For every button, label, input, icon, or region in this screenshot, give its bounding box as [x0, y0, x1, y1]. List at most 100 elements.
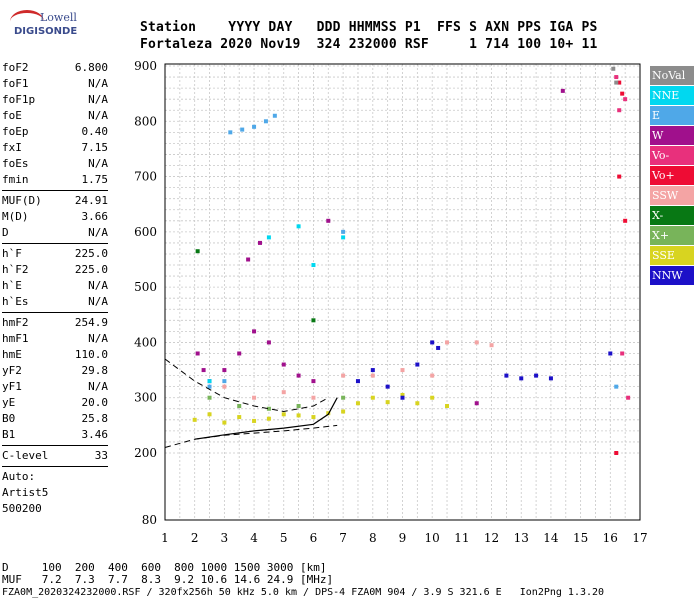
data-point — [534, 373, 539, 378]
y-tick-label: 700 — [134, 170, 157, 184]
param-separator — [2, 445, 108, 446]
param-separator — [2, 190, 108, 191]
upper-trace-line — [164, 358, 329, 413]
param-value: N/A — [88, 93, 108, 106]
data-point — [341, 395, 346, 400]
auto-scaling-line: 500200 — [2, 502, 42, 515]
x-tick-label: 16 — [603, 531, 618, 545]
legend-item: SSE — [650, 246, 694, 266]
param-value: 20.0 — [81, 396, 109, 409]
data-point — [504, 373, 509, 378]
data-point — [489, 343, 494, 348]
header-line-1: Station YYYY DAY DDD HHMMSS P1 FFS S AXN… — [140, 20, 598, 35]
param-value: 254.9 — [74, 316, 108, 329]
param-name: h`Es — [2, 295, 29, 308]
lowell-digisonde-logo: Lowell DIGISONDE — [8, 8, 78, 48]
data-point — [608, 351, 613, 356]
data-point — [341, 229, 346, 234]
param-name: hmE — [2, 348, 22, 361]
param-row: foF1 N/A — [2, 76, 108, 92]
param-name: h`F — [2, 247, 22, 260]
data-point — [192, 417, 197, 422]
param-row: fxI 7.15 — [2, 140, 108, 156]
param-value: 33 — [94, 449, 108, 462]
legend-item: Vo- — [650, 146, 694, 166]
y-tick-label: 300 — [134, 391, 157, 405]
param-name: B0 — [2, 412, 16, 425]
legend-item: NNE — [650, 86, 694, 106]
param-row: fmin 1.75 — [2, 172, 108, 188]
param-row: yF1 N/A — [2, 379, 108, 395]
param-value: 7.15 — [81, 141, 109, 154]
param-value: 6.800 — [74, 61, 108, 74]
data-point — [195, 249, 200, 254]
param-name: foEp — [2, 125, 29, 138]
data-point — [341, 235, 346, 240]
param-value: N/A — [88, 77, 108, 90]
data-point — [341, 373, 346, 378]
param-value: 29.8 — [81, 364, 109, 377]
x-tick-label: 7 — [339, 531, 347, 545]
param-name: foEs — [2, 157, 29, 170]
param-value: 110.0 — [74, 348, 108, 361]
param-row: MUF(D) 24.91 — [2, 193, 108, 209]
param-value: 1.75 — [81, 173, 109, 186]
param-name: h`F2 — [2, 263, 29, 276]
param-row: foE N/A — [2, 108, 108, 124]
muf-line: MUF 7.2 7.3 7.7 8.3 9.2 10.6 14.6 24.9 [… — [2, 573, 334, 586]
data-point — [237, 404, 242, 409]
y-tick-label: 500 — [134, 280, 157, 294]
data-point — [474, 340, 479, 345]
data-point — [272, 113, 277, 118]
data-point — [228, 130, 233, 135]
data-point — [281, 362, 286, 367]
data-point — [436, 345, 441, 350]
data-point — [430, 340, 435, 345]
param-row: D N/A — [2, 225, 108, 241]
x-tick-label: 15 — [573, 531, 588, 545]
chart-grid — [164, 64, 641, 520]
legend-item: X- — [650, 206, 694, 226]
chart-points — [192, 66, 631, 455]
data-point — [252, 329, 257, 334]
data-point — [617, 80, 622, 85]
data-point — [519, 376, 524, 381]
data-point — [617, 174, 622, 179]
data-point — [311, 263, 316, 268]
data-point — [246, 257, 251, 262]
lower-trace-line — [164, 424, 338, 448]
data-point — [237, 415, 242, 420]
x-tick-label: 8 — [369, 531, 377, 545]
param-row: yF2 29.8 — [2, 363, 108, 379]
param-row: M(D) 3.66 — [2, 209, 108, 225]
y-tick-label: 200 — [134, 446, 157, 460]
param-value: 24.91 — [74, 194, 108, 207]
x-tick-label: 4 — [250, 531, 258, 545]
param-name: hmF2 — [2, 316, 29, 329]
data-point — [281, 390, 286, 395]
legend-item: E — [650, 106, 694, 126]
param-separator — [2, 466, 108, 467]
data-point — [415, 401, 420, 406]
data-point — [474, 401, 479, 406]
data-point — [296, 413, 301, 418]
file-info-line: FZA0M_2020324232000.RSF / 320fx256h 50 k… — [2, 587, 605, 598]
data-point — [620, 91, 625, 96]
y-tick-label: 80 — [142, 513, 157, 527]
data-point — [266, 235, 271, 240]
data-point — [326, 218, 331, 223]
param-row: h`F2 225.0 — [2, 262, 108, 278]
param-name: hmF1 — [2, 332, 29, 345]
data-point — [415, 362, 420, 367]
data-point — [252, 124, 257, 129]
data-point — [400, 392, 405, 397]
data-point — [341, 409, 346, 414]
param-row: h`Es N/A — [2, 294, 108, 310]
param-row: hmE 110.0 — [2, 347, 108, 363]
data-point — [266, 416, 271, 421]
legend-item: NNW — [650, 266, 694, 286]
param-name: D — [2, 226, 9, 239]
data-point — [207, 379, 212, 384]
chart-axis-labels: 1 2 3 4 5 6 7 8 9 10 11 12 13 14 15 16 17802003004005006… — [134, 59, 648, 545]
param-value: N/A — [88, 279, 108, 292]
